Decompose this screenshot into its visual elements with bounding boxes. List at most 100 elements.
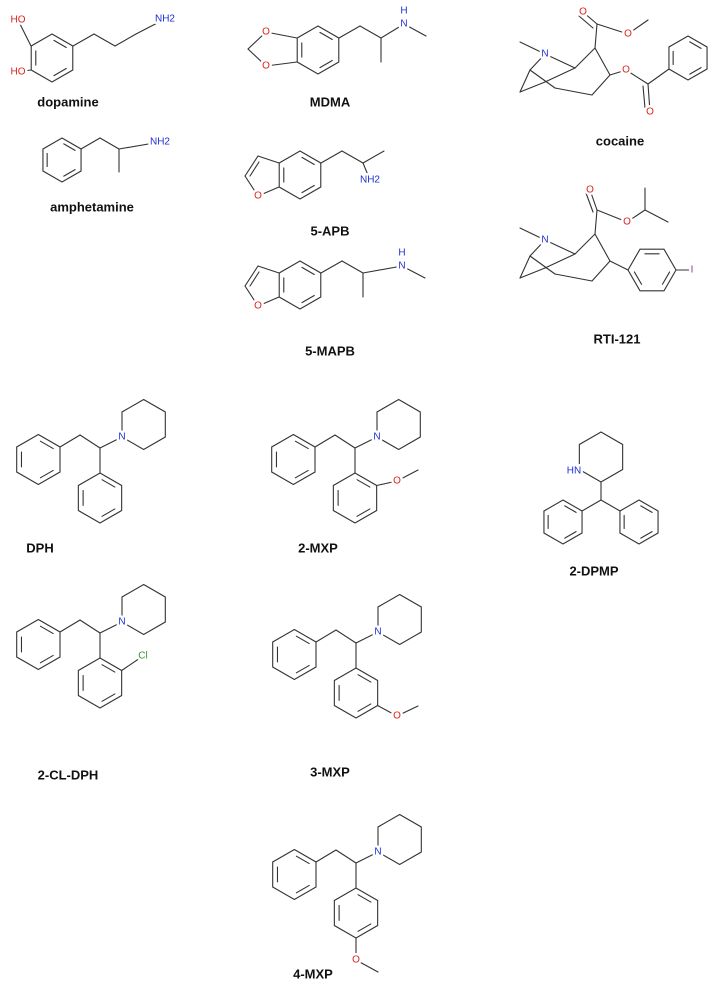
double-bond [101,693,116,702]
bond [341,150,364,164]
bond [647,83,651,113]
double-bond [319,59,333,69]
bond [574,47,596,69]
molecule: N O 2-MXP [271,398,421,555]
molecule: N O 4-MXP [272,813,422,981]
ring [278,150,322,200]
double-bond [689,41,702,49]
atom-label: O [393,711,401,722]
atom-label: NH2 [155,14,175,25]
bond [544,67,576,83]
bond [362,265,403,274]
double-bond [39,654,54,664]
double-bond [301,156,315,166]
bond [519,69,531,93]
compound-name: 2-CL-DPH [38,767,99,782]
bond [578,15,594,29]
bond [17,69,32,73]
double-bond [301,294,315,304]
bond [93,33,116,47]
bond [320,150,343,164]
molecule: N Cl 2-CL-DPH [16,583,166,782]
bond [79,619,101,634]
bond [609,260,629,271]
bond [257,296,280,307]
bond [403,23,427,37]
atom-label: NH2 [360,175,380,186]
bond [118,141,161,150]
atom-label: O [579,7,587,18]
bond [355,851,379,864]
bond [244,265,259,287]
compound-name: 3-MXP [310,764,350,779]
molecule: NH2 amphetamine [42,134,173,214]
bond [244,285,259,307]
ring [16,433,61,486]
bond [244,175,259,197]
atom-label: Cl [138,651,147,662]
atom-label: O [624,29,632,40]
bond [335,849,357,864]
bond [529,53,546,71]
double-bond [101,479,116,488]
atom-label: HO [11,67,26,78]
bond [519,255,531,279]
atom-label: N [541,235,548,246]
ring [376,398,421,451]
bond [121,655,144,672]
compound-name: 2-DPMP [569,563,618,578]
compound-name: 5-MAPB [305,343,355,358]
bond [99,137,120,150]
bond [554,273,593,282]
molecule: O NH 5-MAPB [244,245,426,358]
double-bond [689,67,702,75]
bond [529,239,546,257]
atom-label: N [398,261,405,272]
bond [247,31,267,50]
bond [362,150,385,164]
bond [257,155,280,164]
bond [581,499,602,512]
ring [296,25,340,75]
double-bond [640,505,653,513]
bond [335,629,357,644]
atom-label: O [623,217,631,228]
bond [244,155,259,177]
molecule: HN 2-DPMP [543,431,659,578]
ring [332,472,378,524]
double-bond [295,855,310,865]
bond [59,434,81,448]
bond [396,469,419,482]
double-bond [101,508,116,517]
atom-label: I [691,265,694,276]
atom-label: O [254,301,262,312]
atom-label: O [262,61,270,72]
bond [315,629,337,643]
bond [249,271,260,287]
bond [114,33,137,47]
bond [257,186,280,197]
ring [121,583,166,636]
double-bond [295,884,310,894]
atom-label: H [400,6,407,17]
bond [265,61,298,67]
bond [585,192,594,213]
double-bond [53,39,67,49]
double-bond [356,479,371,488]
double-bond [357,674,372,683]
compound-name: RTI-121 [594,331,641,346]
bond [257,265,280,274]
bond [647,68,670,85]
ring [121,398,166,451]
double-bond [39,440,54,450]
ring [30,33,74,83]
bond [72,33,95,47]
ring [272,848,317,901]
bond [359,25,382,39]
double-bond [640,531,653,539]
double-bond [319,31,333,41]
